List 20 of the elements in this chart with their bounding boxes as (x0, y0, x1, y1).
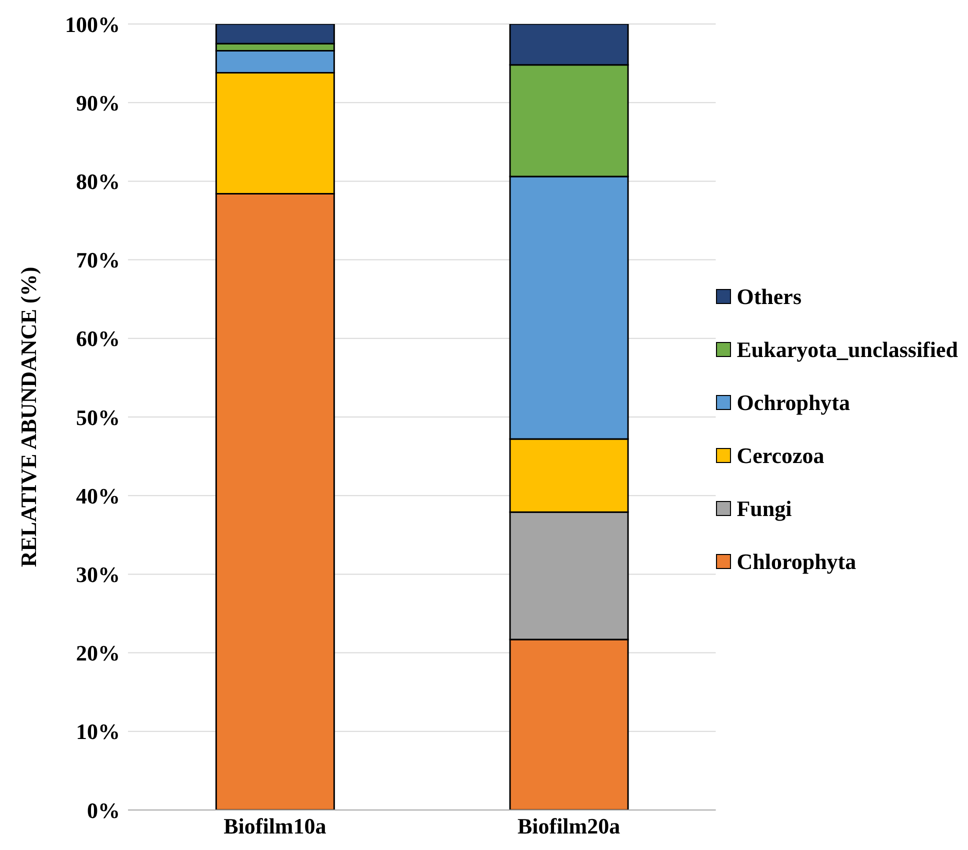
y-tick-label: 60% (76, 326, 120, 352)
y-tick-label: 10% (76, 719, 120, 744)
legend-label: Chlorophyta (736, 548, 856, 574)
legend-label: Others (736, 284, 802, 310)
y-tick-label: 70% (76, 248, 120, 273)
y-tick-label: 0% (87, 798, 120, 823)
y-axis-title: RELATIVE ABUNDANCE (%) (16, 266, 41, 568)
y-tick-label: 50% (76, 404, 120, 430)
y-tick-label: 80% (76, 169, 120, 194)
legend-label: Cercozoa (736, 442, 824, 468)
legend-label: Ochrophyta (736, 390, 850, 416)
y-tick-label: 90% (76, 90, 120, 116)
y-tick-label: 20% (76, 640, 120, 666)
y-tick-label: 100% (65, 12, 120, 37)
x-tick-label: Biofilm20a (517, 814, 620, 839)
legend-label: Eukaryota_unclassified (736, 336, 958, 362)
legend-label: Fungi (736, 496, 792, 522)
y-tick-label: 40% (76, 483, 120, 508)
y-tick-label: 30% (76, 562, 120, 588)
x-tick-label: Biofilm10a (224, 814, 326, 839)
